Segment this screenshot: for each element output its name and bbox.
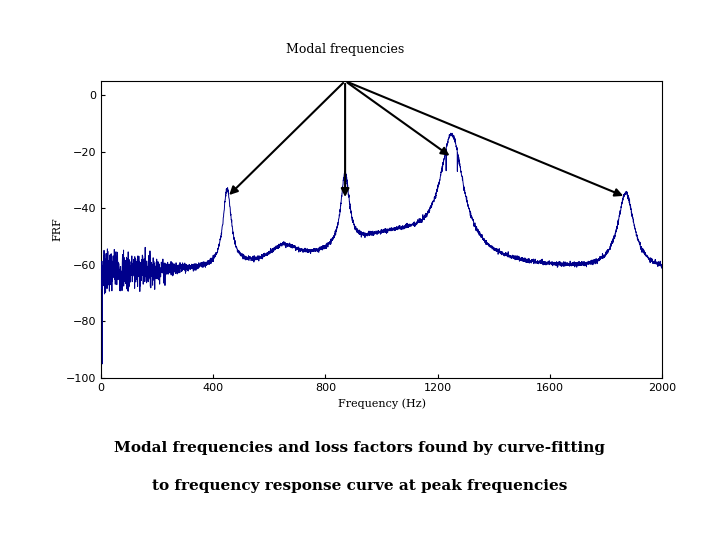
- Text: Modal frequencies: Modal frequencies: [286, 43, 404, 56]
- Text: to frequency response curve at peak frequencies: to frequency response curve at peak freq…: [153, 479, 567, 493]
- Y-axis label: FRF: FRF: [53, 218, 63, 241]
- Text: Modal frequencies and loss factors found by curve-fitting: Modal frequencies and loss factors found…: [114, 441, 606, 455]
- X-axis label: Frequency (Hz): Frequency (Hz): [338, 399, 426, 409]
